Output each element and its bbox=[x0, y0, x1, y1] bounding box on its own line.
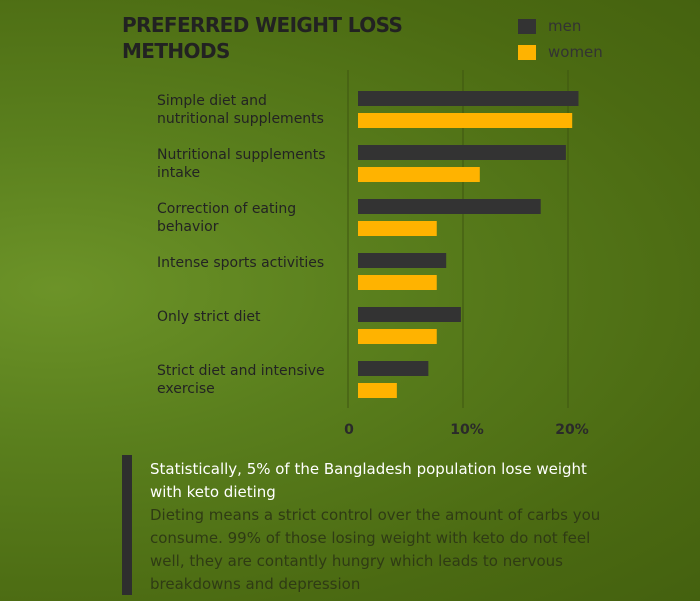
info-callout: Statistically, 5% of the Bangladesh popu… bbox=[122, 455, 622, 595]
callout-body: Dieting means a strict control over the … bbox=[150, 506, 601, 593]
bar-women bbox=[358, 329, 437, 344]
category-label: Only strict diet bbox=[157, 309, 261, 325]
bar-men bbox=[358, 145, 566, 160]
bar-women bbox=[358, 221, 437, 236]
legend-swatch-women bbox=[518, 44, 536, 60]
category-label: Simple diet and nutritional supplements bbox=[157, 93, 324, 127]
legend-label-women: women bbox=[548, 43, 603, 61]
chart-title: PREFERRED WEIGHT LOSS METHODS bbox=[122, 13, 403, 63]
legend-label-men: men bbox=[548, 17, 582, 35]
category-label: Correction of eating behavior bbox=[157, 201, 297, 235]
category-label: Strict diet and intensive exercise bbox=[157, 363, 325, 397]
bar-men bbox=[358, 91, 579, 106]
callout-accent-bar bbox=[122, 455, 132, 595]
callout-heading: Statistically, 5% of the Bangladesh popu… bbox=[150, 460, 587, 501]
bars bbox=[358, 91, 579, 398]
legend-item-women: women bbox=[518, 43, 603, 61]
bar-men bbox=[358, 307, 461, 322]
bar-women bbox=[358, 383, 397, 398]
category-label: Intense sports activities bbox=[157, 255, 325, 271]
legend-swatch-men bbox=[518, 18, 536, 34]
bar-men bbox=[358, 361, 429, 376]
bar-women bbox=[358, 275, 437, 290]
bar-women bbox=[358, 113, 573, 128]
category-label: Nutritional supplements intake bbox=[157, 147, 326, 181]
bar-women bbox=[358, 167, 480, 182]
bar-men bbox=[358, 253, 447, 268]
legend-item-men: men bbox=[518, 17, 581, 35]
x-tick-label: 20% bbox=[555, 422, 589, 438]
x-tick-label: 0 bbox=[344, 422, 354, 438]
bar-men bbox=[358, 199, 541, 214]
x-axis-ticks: 0 10% 20% bbox=[344, 422, 589, 438]
x-tick-label: 10% bbox=[450, 422, 484, 438]
